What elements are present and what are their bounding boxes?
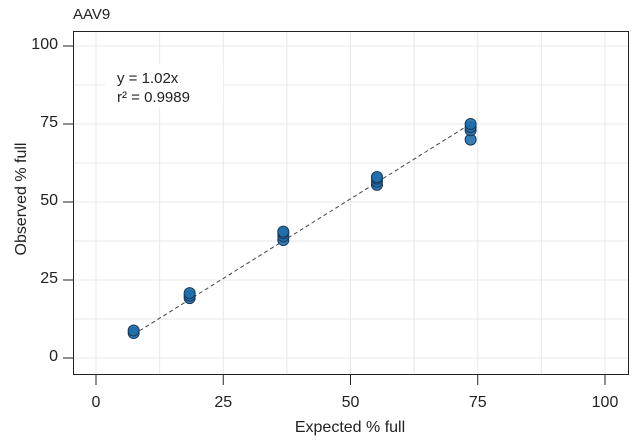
chart-title: AAV9 [73, 6, 111, 23]
y-tick-label: 50 [40, 192, 58, 209]
x-tick-label: 100 [591, 394, 619, 411]
y-tick-label: 75 [40, 114, 58, 131]
fit-annotation: y = 1.02x r² = 0.9989 [117, 69, 190, 107]
x-tick-label: 50 [341, 394, 360, 411]
y-tick-label: 25 [40, 270, 58, 287]
x-tick-label: 75 [468, 394, 487, 411]
x-tick-label: 25 [214, 394, 233, 411]
fit-equation: y = 1.02x [117, 70, 179, 87]
plot-area [73, 31, 629, 375]
fit-r2: r² = 0.9989 [117, 89, 190, 106]
y-tick-label: 0 [49, 348, 58, 365]
y-tick-label: 100 [31, 36, 58, 53]
x-tick-label: 0 [91, 394, 101, 411]
x-axis-label: Expected % full [294, 419, 406, 436]
